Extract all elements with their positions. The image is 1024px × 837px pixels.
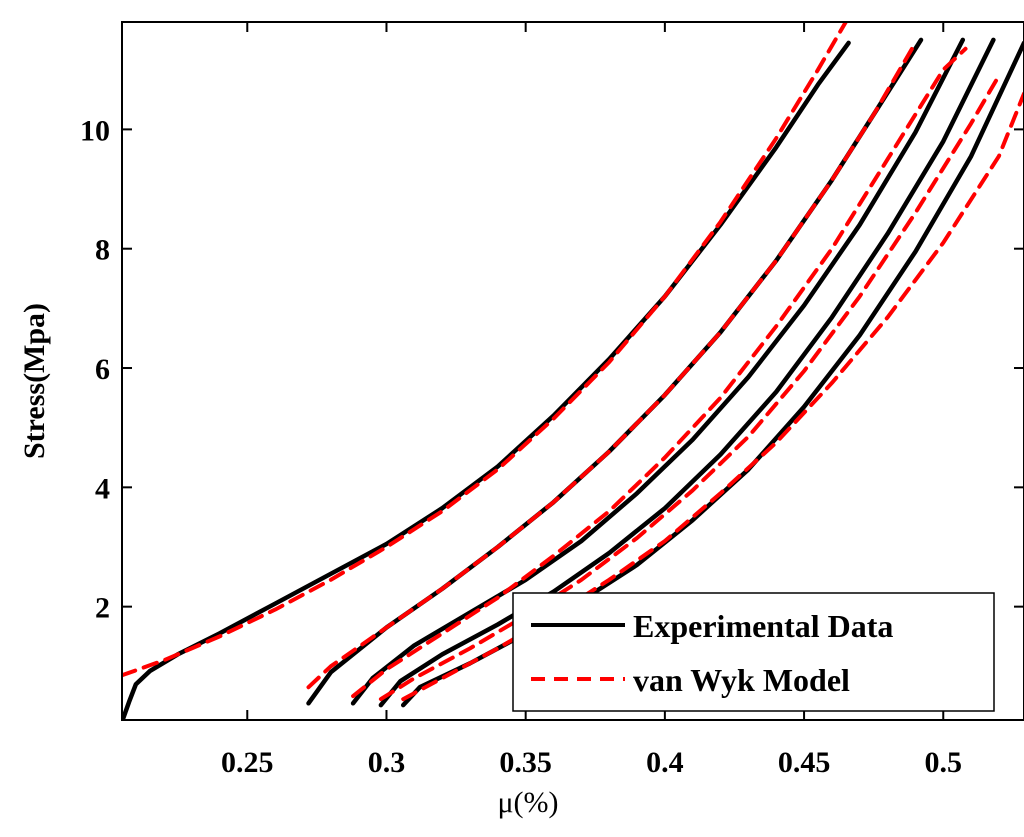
- model-curve-1: [122, 22, 848, 678]
- legend-label-model: van Wyk Model: [633, 662, 850, 698]
- model-curve-2: [306, 40, 918, 690]
- y-tick-label: 2: [95, 592, 110, 625]
- x-tick-label: 0.3: [368, 746, 406, 779]
- x-tick-label: 0.4: [646, 746, 684, 779]
- series-layer: [122, 22, 1024, 720]
- legend-label-experimental: Experimental Data: [633, 608, 893, 644]
- ticks-layer: 0.25 0.3 0.35 0.4 0.45 0.5 2 4 6 8 10: [80, 22, 1024, 779]
- model-curve-4: [378, 73, 1001, 702]
- experimental-curve-1: [122, 40, 851, 720]
- plot-frame: [121, 21, 1024, 721]
- legend: Experimental Data van Wyk Model: [512, 592, 995, 712]
- x-axis-label: μ(%): [497, 786, 558, 819]
- experimental-curve-4: [378, 37, 996, 708]
- y-tick-label: 8: [95, 234, 110, 267]
- x-tick-label: 0.25: [221, 746, 274, 779]
- experimental-curve-3: [350, 37, 966, 706]
- x-tick-label: 0.45: [778, 746, 831, 779]
- y-tick-label: 10: [80, 114, 110, 147]
- legend-box: [512, 592, 995, 712]
- y-tick-label: 4: [95, 472, 110, 505]
- model-curve-3: [351, 46, 968, 699]
- y-tick-label: 6: [95, 353, 110, 386]
- model-curve-5: [401, 91, 1024, 702]
- x-tick-label: 0.5: [925, 746, 963, 779]
- y-axis-label: Stress(Mpa): [18, 303, 51, 459]
- x-tick-label: 0.35: [499, 746, 552, 779]
